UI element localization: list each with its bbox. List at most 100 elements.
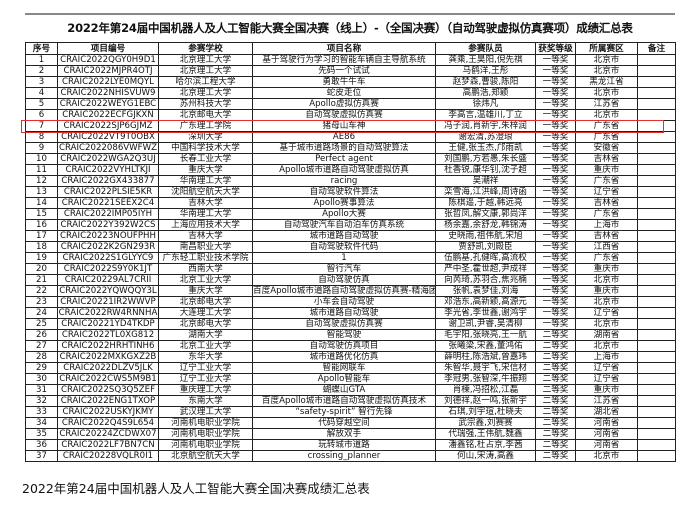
cell-award: 二等奖 [535, 417, 576, 429]
cell-project-name: 自动驾驶仿真 [252, 274, 436, 286]
cell-project-id: CRAIC20223NOUFPHH [57, 230, 159, 242]
cell-project-id: CRAIC2022LF7BN7CN [57, 439, 159, 451]
cell-index: 33 [25, 406, 58, 418]
cell-remarks [637, 362, 676, 374]
cell-project-id: CRAIC2022QGY0H9D1 [57, 54, 159, 66]
image-caption: 2022年第24届中国机器人及人工智能大赛全国决赛成绩汇总表 [22, 481, 370, 496]
cell-project-name: Apollo赛事算法 [252, 197, 436, 209]
table-row: 15 CRAIC2022IMP05IYH 华南理工大学 Apollo大赛 张哲凤,解文康… [25, 208, 676, 220]
cell-members: 朱智华,聂宇飞,宋信材 [435, 362, 536, 374]
cell-school: 河南机电职业学院 [158, 417, 253, 429]
cell-region: 安徽省 [575, 142, 638, 154]
cell-award: 一等奖 [535, 164, 576, 176]
cell-award: 一等奖 [535, 296, 576, 308]
cell-school: 重庆大学 [158, 164, 253, 176]
cell-award: 二等奖 [535, 340, 576, 352]
cell-project-id: CRAIC2022MXKGXZ2B [57, 351, 159, 363]
cell-award: 一等奖 [535, 175, 576, 187]
cell-index: 3 [25, 76, 58, 88]
cell-remarks [637, 153, 676, 165]
cell-project-name: 智能网联车 [252, 362, 436, 374]
cell-project-name: crossing_planner [252, 450, 436, 462]
cell-region: 吉林省 [575, 197, 638, 209]
cell-award: 二等奖 [535, 351, 576, 363]
cell-members: 杨余嘉,余舒龙,韩锦涛 [435, 219, 536, 231]
header-project-id: 项目编号 [57, 42, 159, 55]
cell-school: 北京邮电大学 [158, 318, 253, 330]
table-row: 4 CRAIC2022NHISVUW9 北京理工大学 蛇皮走位 高鹏浩,郑颖 一等奖 北京市 [25, 87, 676, 99]
cell-index: 26 [25, 329, 58, 341]
cell-project-id: CRAIC2022IMP05IYH [57, 208, 159, 220]
cell-members: 谢卫凯,尹睿,吴清柳 [435, 318, 536, 330]
cell-school: 河南机电职业学院 [158, 439, 253, 451]
table-row: 32 CRAIC2022ENG1TXOP 东南大学 百度Apollo城市道路自动驾驶虚… [25, 395, 676, 407]
cell-school: 重庆理工大学 [158, 384, 253, 396]
table-row: 8 CRAIC2022VT9T0OBX 深圳大学 AE86 谢宏清,苏澄琅 一等奖 广东省 [25, 131, 676, 143]
header-row: 序号 项目编号 参赛学校 项目名称 参赛队员 获奖等级 所属赛区 备注 [25, 42, 676, 55]
cell-region: 江西省 [575, 241, 638, 253]
cell-school: 北京理工大学 [158, 54, 253, 66]
cell-project-id: CRAIC2022NHISVUW9 [57, 87, 159, 99]
cell-project-id: CRAIC2022S9Y0K1JT [57, 263, 159, 275]
cell-award: 二等奖 [535, 362, 576, 374]
cell-index: 31 [25, 384, 58, 396]
table-row: 37 CRAIC20228VQLR0I1 北京航空航天大学 crossing_plan… [25, 450, 676, 462]
cell-region: 吉林省 [575, 230, 638, 242]
header-members: 参赛队员 [435, 42, 536, 55]
cell-project-id: CRAIC20228VQLR0I1 [57, 450, 159, 462]
cell-award: 二等奖 [535, 329, 576, 341]
cell-project-name: 1 [252, 252, 436, 264]
cell-project-id: CRAIC2022WEYG1EBC [57, 98, 159, 110]
cell-award: 一等奖 [535, 252, 576, 264]
cell-school: 武汉理工大学 [158, 406, 253, 418]
table-row: 19 CRAIC2022S1GLYYC9 广东轻工职业技术学院 1 伍鹏基,孔健晖,高流… [25, 252, 676, 264]
cell-remarks [637, 406, 676, 418]
cell-award: 一等奖 [535, 98, 576, 110]
cell-region: 辽宁省 [575, 362, 638, 374]
cell-award: 一等奖 [535, 230, 576, 242]
cell-members: 何山,宋涛,高鑫 [435, 450, 536, 462]
cell-index: 6 [25, 109, 58, 121]
cell-members: 薛明柱,陈浩斌,曾嘉玮 [435, 351, 536, 363]
table-row: 9 CRAIC2022086VWFWZ 中国科学技术大学 基于城市道路场景的自动驾驶算… [25, 142, 676, 154]
cell-school: 北京工业大学 [158, 340, 253, 352]
cell-members: 王健,张玉杰,邝雨凯 [435, 142, 536, 154]
cell-members: 向芮琦,苏羽合,焦兆楠 [435, 274, 536, 286]
cell-project-id: CRAIC2022CWS5M9B1 [57, 373, 159, 385]
cell-remarks [637, 417, 676, 429]
cell-remarks [637, 109, 676, 121]
cell-region: 辽宁省 [575, 186, 638, 198]
cell-members: 代瑞强,王伟航,魏鑫 [435, 428, 536, 440]
cell-members: 张曦梁,宋鑫,董鸿佑 [435, 340, 536, 352]
cell-school: 华南理工大学 [158, 175, 253, 187]
table-row: 2 CRAIC2022MJPR4OTJ 北京理工大学 先码一个试试 马鹤洋,王彤 一等奖北… [25, 65, 676, 77]
cell-project-name: 猪母山车神 [252, 120, 436, 132]
cell-index: 19 [25, 252, 58, 264]
header-remarks: 备注 [637, 42, 676, 55]
cell-project-name: Apollo智能车 [252, 373, 436, 385]
table-row: 34 CRAIC2022Q4S9L654 河南机电职业学院 代码穿越空间 武宗鑫,刘赛赛… [25, 417, 676, 429]
cell-project-name: 小车会自动驾驶 [252, 296, 436, 308]
cell-award: 一等奖 [535, 285, 576, 297]
cell-region: 上海市 [575, 351, 638, 363]
cell-index: 23 [25, 296, 58, 308]
cell-award: 一等奖 [535, 142, 576, 154]
cell-members: 赵梦森,曹骏,陈阳 [435, 76, 536, 88]
cell-members: 刘德祥,赵一鸣,张新宇 [435, 395, 536, 407]
cell-remarks [637, 197, 676, 209]
cell-project-name: 自动驾驶虚拟仿真赛 [252, 318, 436, 330]
header-award: 获奖等级 [535, 42, 576, 55]
cell-index: 8 [25, 131, 58, 143]
cell-index: 7 [25, 120, 58, 132]
table-row: 3 CRAIC2022LYE0MQYL 哈尔滨工程大学 勇敢牛牛车 赵梦森,曹骏,陈阳一… [25, 76, 676, 88]
cell-index: 25 [25, 318, 58, 330]
cell-school: 哈尔滨工程大学 [158, 76, 253, 88]
cell-remarks [637, 351, 676, 363]
cell-remarks [637, 131, 676, 143]
cell-project-name: 基于驾驶行为学习的智能车辆自主导航系统 [252, 54, 436, 66]
cell-index: 14 [25, 197, 58, 209]
cell-index: 18 [25, 241, 58, 253]
cell-project-id: CRAIC20221SEEX2C4 [57, 197, 159, 209]
cell-members: 贾舒凯,刘殿臣 [435, 241, 536, 253]
cell-award: 二等奖 [535, 384, 576, 396]
